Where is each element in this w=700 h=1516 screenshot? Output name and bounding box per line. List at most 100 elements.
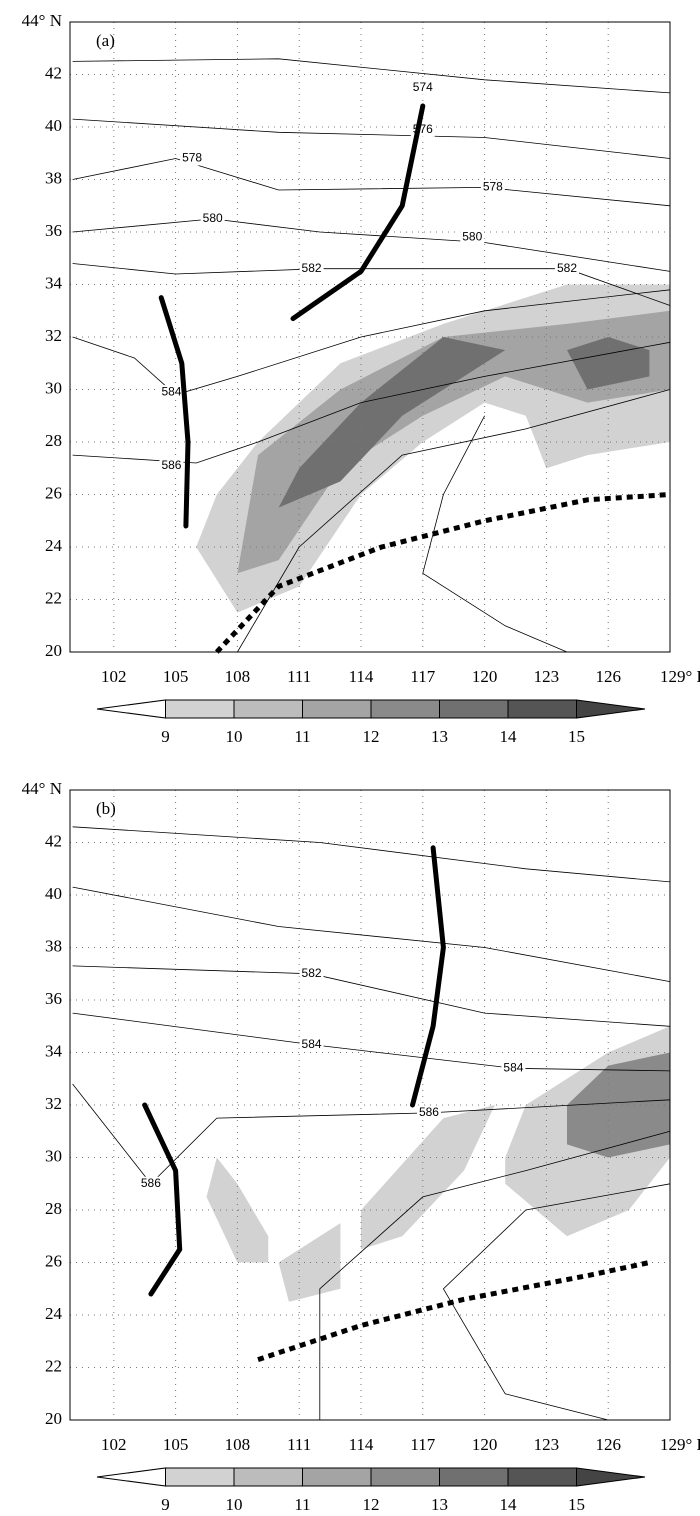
lon-label: 108 (225, 1435, 251, 1454)
lat-label: 42 (45, 63, 62, 82)
colorbar-label: 14 (500, 727, 518, 746)
contour-label: 580 (203, 211, 223, 225)
map-panel: 582 584 584 586 586 (b) 44° N 42 40 38 36 34 32 30 28 2… (22, 779, 700, 1514)
map-frame (69, 789, 671, 1421)
lat-label: 32 (45, 1094, 62, 1113)
height-contour (72, 218, 671, 272)
lat-label: 22 (45, 1356, 62, 1375)
lon-label: 117 (410, 1435, 435, 1454)
height-contour (72, 965, 671, 1027)
colorbar-box (370, 699, 440, 719)
height-contour (422, 415, 568, 653)
trough-line (158, 295, 191, 529)
label-bg (159, 458, 184, 473)
lat-label: 38 (45, 168, 62, 187)
colorbar-box (507, 1467, 577, 1487)
contour-label: 582 (302, 261, 322, 275)
label-bg (501, 1061, 526, 1076)
label-bg (159, 385, 184, 400)
label-bg (180, 151, 205, 166)
lon-label: 120 (472, 1435, 498, 1454)
contour-label: 582 (302, 966, 322, 980)
lat-label: 34 (45, 1041, 63, 1060)
label-bg (460, 230, 485, 245)
panel-label: (b) (96, 799, 116, 818)
label-bg (138, 1176, 163, 1191)
lon-label: 105 (163, 667, 189, 686)
colorbar-label: 12 (363, 1495, 380, 1511)
lat-label: 30 (45, 1146, 62, 1165)
contour-label: 586 (161, 458, 181, 472)
label-bg (299, 1037, 324, 1052)
colorbar-label: 15 (568, 727, 585, 746)
colorbar-box (233, 1467, 303, 1487)
lon-label: 102 (101, 1435, 127, 1454)
colorbar-label: 13 (431, 727, 448, 746)
lat-label: 20 (45, 1409, 62, 1428)
contour-label: 584 (161, 384, 181, 398)
contour-label: 586 (141, 1176, 161, 1190)
height-contour (442, 1183, 671, 1421)
height-contour (72, 1012, 671, 1072)
precip-shading (278, 337, 506, 508)
colorbar-tip (576, 1467, 646, 1487)
height-contour (72, 118, 671, 159)
label-bg (299, 966, 324, 981)
lat-label: 42 (45, 831, 62, 850)
lat-label: 36 (45, 221, 62, 240)
precip-shading (567, 1052, 670, 1158)
lon-label: 111 (287, 667, 311, 686)
colorbar-label: 10 (226, 1495, 243, 1511)
lat-label: 28 (45, 431, 62, 450)
precip-shading (278, 1223, 341, 1302)
colorbar-box (233, 699, 303, 719)
contour-label: 584 (503, 1060, 523, 1074)
contour-label: 584 (302, 1037, 322, 1051)
label-bg (480, 180, 505, 195)
precip-shading (361, 1105, 495, 1250)
lat-label: 20 (45, 641, 62, 660)
panel-label: (a) (96, 31, 115, 50)
colorbar-label: 11 (294, 1495, 310, 1511)
lat-label: 44° N (22, 11, 62, 30)
colorbar-box (507, 699, 577, 719)
trough-line (142, 1102, 183, 1297)
height-contour (319, 1130, 671, 1420)
lat-label: 26 (45, 1251, 62, 1270)
lat-label: 40 (45, 884, 62, 903)
front-line (257, 1260, 650, 1362)
lat-label: 22 (45, 588, 62, 607)
contour-label: 578 (483, 180, 503, 194)
contour-label: 586 (419, 1105, 439, 1119)
lat-label: 38 (45, 936, 62, 955)
height-contour (72, 1083, 671, 1185)
colorbar-box (439, 1467, 509, 1487)
height-contour (72, 886, 671, 982)
lon-label: 114 (349, 667, 374, 686)
colorbar-label: 15 (568, 1495, 585, 1511)
lon-label: 129° E (660, 667, 700, 686)
lat-label: 34 (45, 273, 63, 292)
lat-label: 40 (45, 116, 62, 135)
lat-label: 28 (45, 1199, 62, 1218)
lon-label: 117 (410, 667, 435, 686)
colorbar-box (302, 1467, 372, 1487)
colorbar-label: 12 (363, 727, 380, 746)
lon-label: 108 (225, 667, 251, 686)
lat-label: 24 (45, 536, 63, 555)
lon-label: 114 (349, 1435, 374, 1454)
colorbar-label: 9 (161, 727, 170, 746)
height-contour (72, 289, 671, 396)
lat-label: 30 (45, 378, 62, 397)
label-bg (299, 261, 324, 276)
colorbar-tip (96, 1467, 166, 1487)
label-bg (200, 211, 225, 226)
trough-line (290, 103, 426, 322)
contour-label: 580 (462, 229, 482, 243)
trough-line (410, 845, 446, 1108)
lon-label: 123 (534, 667, 560, 686)
lat-label: 44° N (22, 779, 62, 798)
colorbar-label: 9 (161, 1495, 170, 1511)
colorbar-tip (96, 699, 166, 719)
label-bg (555, 261, 579, 276)
